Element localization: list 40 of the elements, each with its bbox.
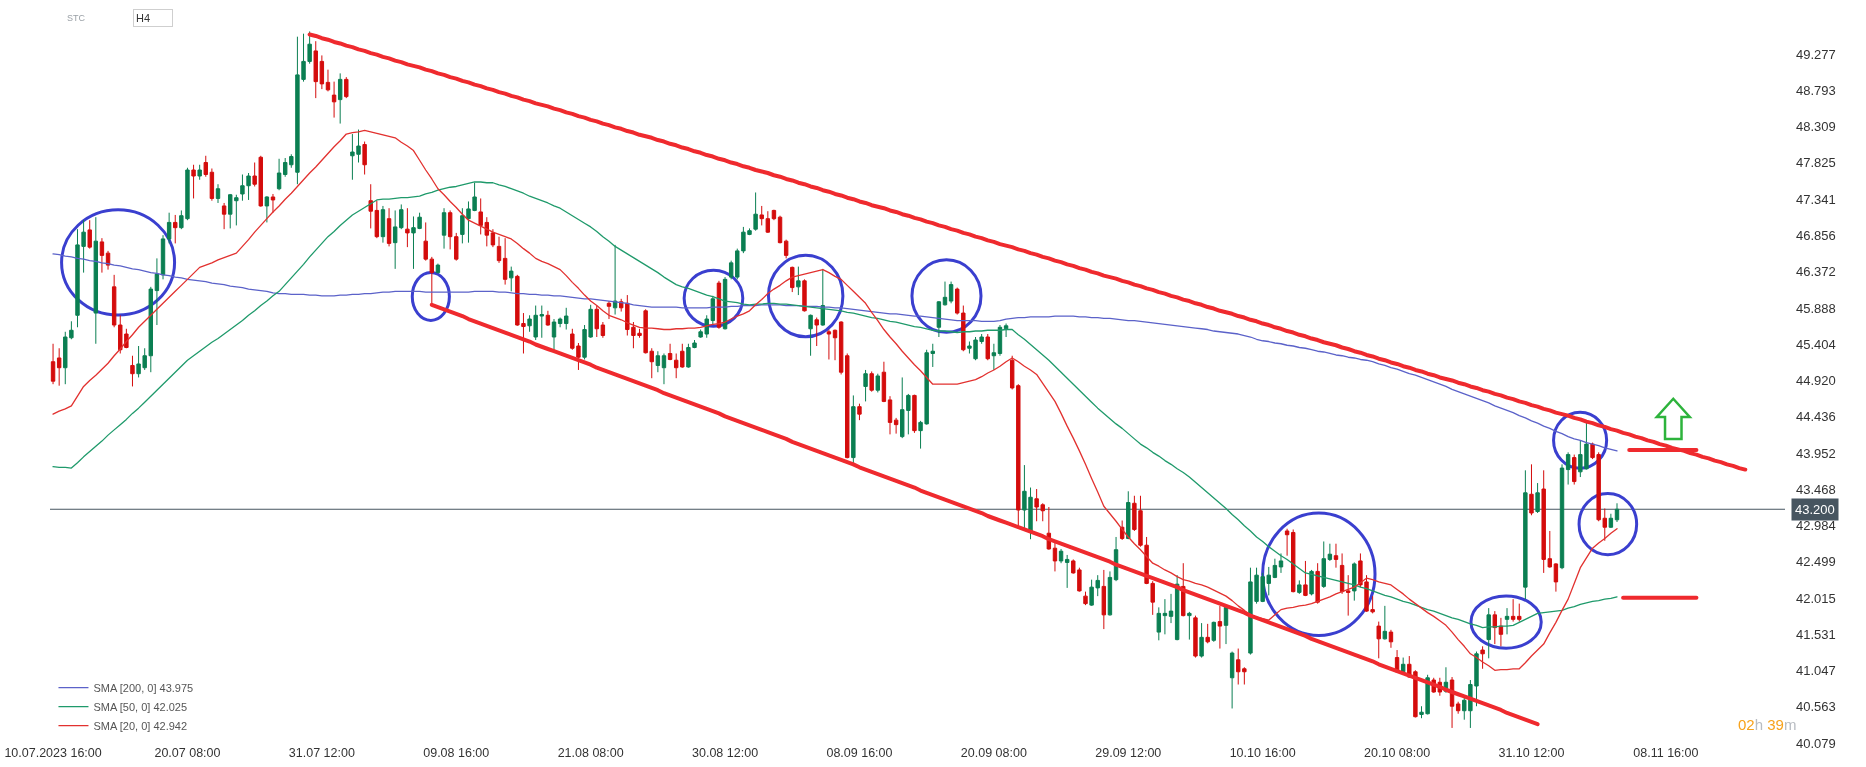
legend-label: SMA [200, 0] 43.975 <box>93 681 194 694</box>
ref-line-label: 43.200 <box>1795 502 1835 517</box>
x-tick-label: 31.07 12:00 <box>288 745 355 760</box>
legend-label: SMA [20, 0] 42.942 <box>93 719 188 732</box>
annotation: 02h 39m <box>1738 716 1797 733</box>
y-tick-label: 44.920 <box>1796 373 1836 388</box>
annotation: H4 <box>136 12 151 24</box>
x-tick-label: 31.10 12:00 <box>1498 745 1565 760</box>
y-tick-label: 47.341 <box>1796 191 1836 207</box>
legend-label: SMA [50, 0] 42.025 <box>93 700 188 713</box>
x-tick-label: 20.07 08:00 <box>154 745 221 760</box>
y-tick-label: 47.825 <box>1796 155 1836 171</box>
x-tick-label: 20.09 08:00 <box>960 745 1027 760</box>
y-tick-label: 41.531 <box>1796 626 1836 642</box>
y-tick-label: 43.952 <box>1796 445 1836 461</box>
y-tick-label: 48.793 <box>1796 82 1836 98</box>
x-tick-label: 08.11 16:00 <box>1633 745 1699 760</box>
y-tick-label: 42.499 <box>1796 554 1836 570</box>
y-tick-label: 46.856 <box>1796 228 1836 244</box>
x-tick-label: 10.10 16:00 <box>1229 745 1296 760</box>
y-tick-label: 44.436 <box>1796 409 1836 425</box>
y-tick-label: 43.468 <box>1796 481 1836 497</box>
y-tick-label: 41.047 <box>1796 663 1836 679</box>
x-tick-label: 09.08 16:00 <box>423 745 490 760</box>
x-tick-label: 21.08 08:00 <box>557 745 624 760</box>
y-tick-label: 40.079 <box>1796 735 1836 751</box>
y-tick-label: 45.404 <box>1796 336 1836 352</box>
y-tick-label: 46.372 <box>1796 264 1836 280</box>
annotation: STC <box>67 13 86 23</box>
y-tick-label: 48.309 <box>1796 119 1836 135</box>
x-tick-label: 10.07.2023 16:00 <box>4 745 102 760</box>
x-tick-label: 30.08 12:00 <box>692 745 759 760</box>
y-tick-label: 42.015 <box>1796 590 1836 606</box>
x-tick-label: 08.09 16:00 <box>826 745 893 760</box>
y-tick-label: 42.984 <box>1796 517 1836 533</box>
y-tick-label: 40.563 <box>1796 699 1836 715</box>
x-tick-label: 20.10 08:00 <box>1364 745 1431 760</box>
y-tick-label: 45.888 <box>1796 300 1836 316</box>
y-tick-label: 49.277 <box>1796 46 1836 62</box>
x-tick-label: 29.09 12:00 <box>1095 745 1162 760</box>
